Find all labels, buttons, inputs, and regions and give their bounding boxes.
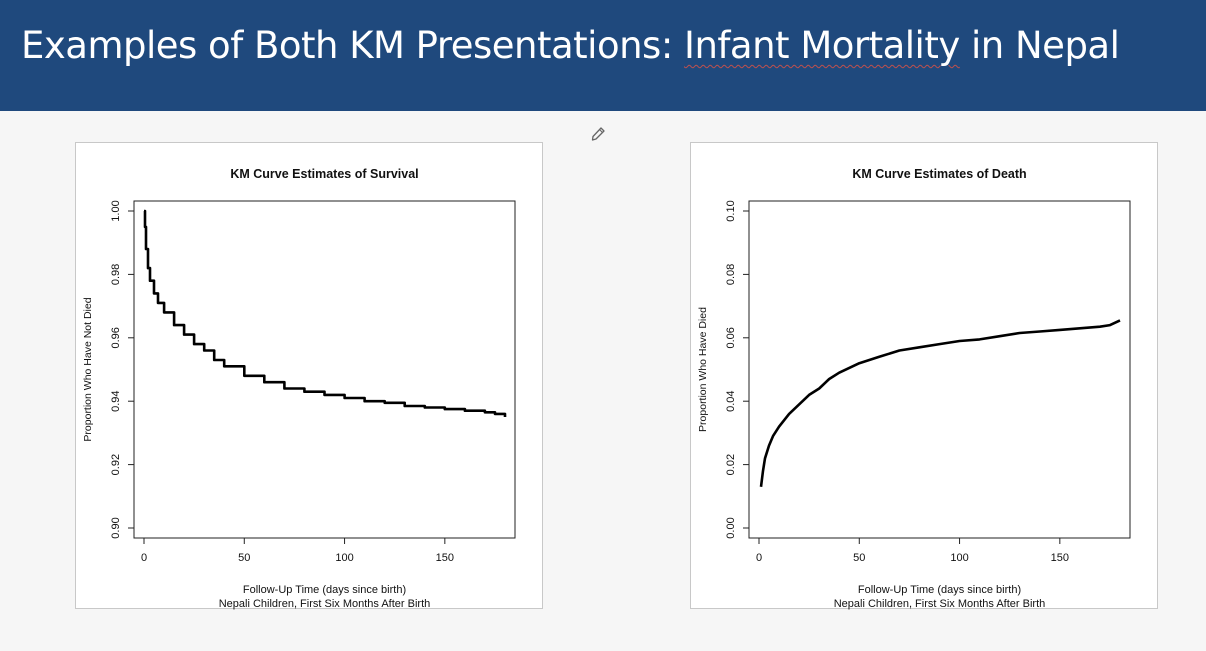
death-y-axis-label: Proportion Who Have Died bbox=[697, 307, 709, 432]
slide-title-suffix: in Nepal bbox=[959, 24, 1120, 67]
survival-y-tick-label: 0.92 bbox=[110, 454, 122, 475]
survival-chart: KM Curve Estimates of Survival 0 50 100 150 0… bbox=[75, 142, 543, 610]
death-plot-frame bbox=[748, 200, 1131, 539]
death-y-tick-label: 0.08 bbox=[725, 264, 737, 285]
survival-y-tick-label: 1.00 bbox=[110, 200, 122, 221]
death-km-curve-0 bbox=[759, 319, 1121, 487]
survival-x-axis-subtitle: Nepali Children, First Six Months After … bbox=[219, 598, 431, 610]
death-y-tick-label: 0.04 bbox=[725, 390, 737, 411]
survival-y-tick-label: 0.90 bbox=[110, 517, 122, 538]
survival-km-curve-0 bbox=[143, 209, 507, 417]
death-x-tick-label: 150 bbox=[1051, 552, 1069, 564]
survival-y-tick-label: 0.94 bbox=[110, 390, 122, 411]
survival-y-axis-label: Proportion Who Have Not Died bbox=[82, 297, 94, 441]
death-x-axis-label: Follow-Up Time (days since birth) bbox=[858, 584, 1021, 596]
slide-title: Examples of Both KM Presentations: Infan… bbox=[21, 22, 1120, 70]
survival-plot-frame bbox=[133, 200, 516, 539]
death-x-tick-label: 100 bbox=[950, 552, 968, 564]
death-y-tick-label: 0.02 bbox=[725, 454, 737, 475]
survival-x-tick-label: 50 bbox=[238, 552, 250, 564]
slide-title-prefix: Examples of Both KM Presentations: bbox=[21, 24, 685, 67]
death-x-tick-label: 0 bbox=[756, 552, 762, 564]
pencil-icon[interactable] bbox=[590, 126, 606, 147]
slide-title-highlight: Infant Mortality bbox=[684, 24, 960, 67]
survival-y-tick-label: 0.98 bbox=[110, 264, 122, 285]
survival-x-tick-label: 100 bbox=[335, 552, 353, 564]
death-chart-title: KM Curve Estimates of Death bbox=[852, 167, 1026, 181]
survival-y-tick-label: 0.96 bbox=[110, 327, 122, 348]
survival-chart-title: KM Curve Estimates of Survival bbox=[230, 167, 418, 181]
death-x-tick-label: 50 bbox=[853, 552, 865, 564]
death-y-tick-label: 0.10 bbox=[725, 200, 737, 221]
death-x-axis-subtitle: Nepali Children, First Six Months After … bbox=[834, 598, 1046, 610]
death-y-tick-label: 0.06 bbox=[725, 327, 737, 348]
survival-x-tick-label: 0 bbox=[141, 552, 147, 564]
survival-chart-svg: KM Curve Estimates of Survival 0 50 100 150 0… bbox=[82, 167, 516, 610]
slide-header: Examples of Both KM Presentations: Infan… bbox=[0, 0, 1206, 111]
survival-x-tick-label: 150 bbox=[436, 552, 454, 564]
death-y-tick-label: 0.00 bbox=[725, 517, 737, 538]
death-chart: KM Curve Estimates of Death 0 50 100 150 0.00… bbox=[690, 142, 1158, 610]
survival-x-axis-label: Follow-Up Time (days since birth) bbox=[243, 584, 406, 596]
death-chart-svg: KM Curve Estimates of Death 0 50 100 150 0.00… bbox=[697, 167, 1131, 610]
